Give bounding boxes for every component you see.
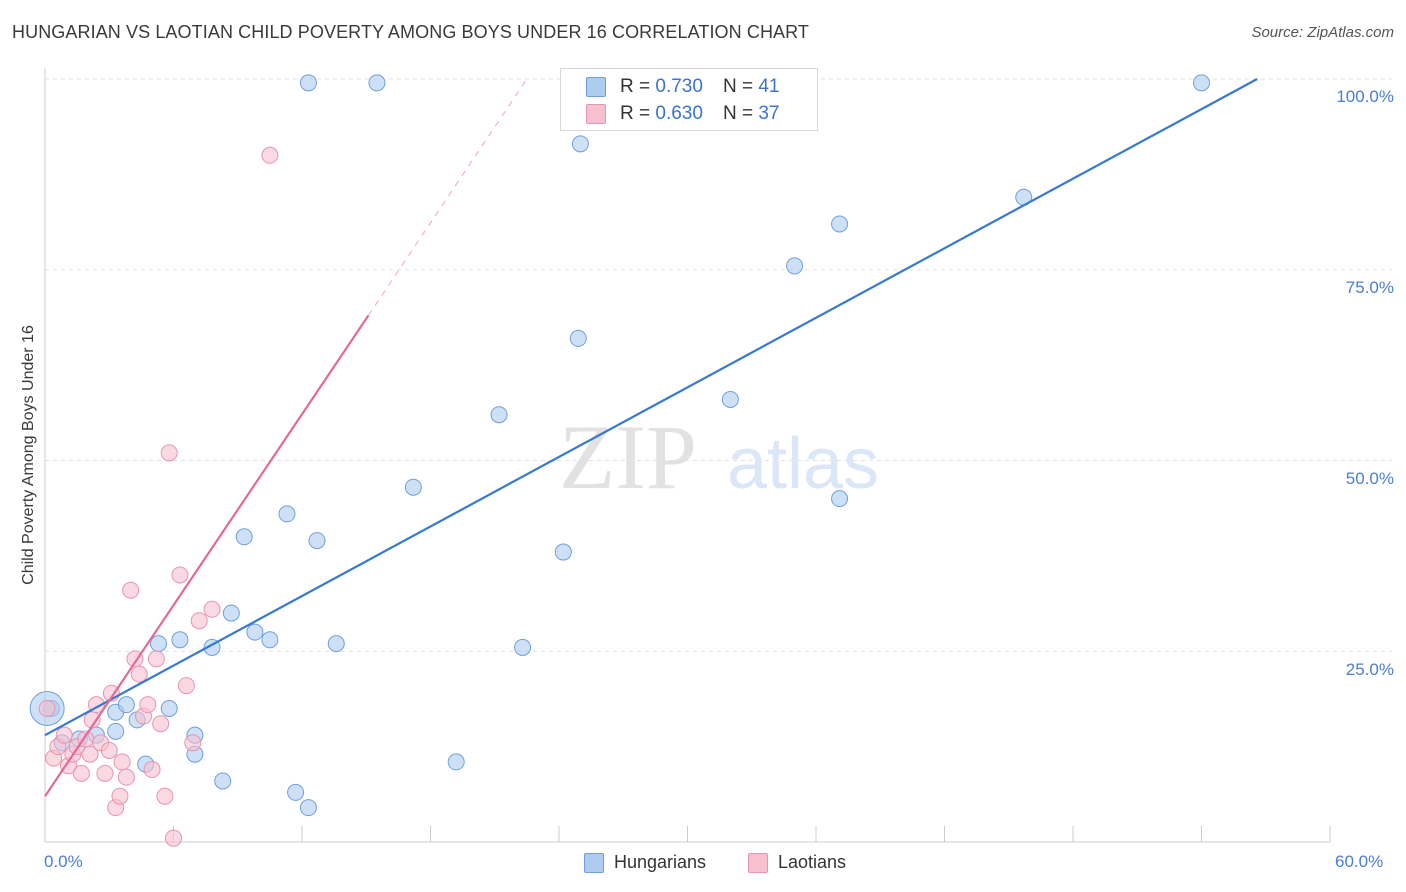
laotians-trend-extension bbox=[367, 78, 528, 316]
laotians-swatch bbox=[586, 104, 606, 124]
n-value: 41 bbox=[758, 76, 780, 97]
hungarians-point bbox=[831, 490, 849, 508]
source-credit: Source: ZipAtlas.com bbox=[1251, 24, 1394, 41]
hungarians-point bbox=[287, 783, 305, 801]
laotians-point bbox=[143, 761, 161, 779]
r-label: R = bbox=[620, 76, 651, 97]
laotians-point bbox=[100, 741, 118, 759]
laotians-point bbox=[113, 753, 131, 771]
hungarians-point bbox=[490, 406, 508, 424]
laotians-point bbox=[139, 696, 157, 714]
hungarians-point bbox=[299, 799, 317, 817]
hungarians-point bbox=[107, 722, 125, 740]
laotians-legend-label: Laotians bbox=[778, 852, 847, 872]
laotians-points bbox=[38, 146, 279, 847]
hungarians-point bbox=[327, 635, 345, 653]
x-tick-label-min: 0.0% bbox=[44, 852, 83, 871]
r-value: 0.630 bbox=[655, 103, 703, 124]
laotians-point bbox=[96, 764, 114, 782]
y-tick-label-100: 100.0% bbox=[1336, 87, 1394, 106]
hungarians-point bbox=[1193, 74, 1210, 92]
trend-lines bbox=[44, 78, 1258, 797]
watermark-atlas: atlas bbox=[727, 424, 879, 504]
hungarians-point bbox=[278, 505, 296, 523]
hungarians-point bbox=[261, 631, 279, 649]
n-label: N = bbox=[722, 76, 754, 97]
hungarians-trend-line bbox=[44, 78, 1258, 737]
laotians-point bbox=[72, 764, 90, 782]
hungarians-point bbox=[571, 135, 589, 153]
chart-title: HUNGARIAN VS LAOTIAN CHILD POVERTY AMONG… bbox=[12, 22, 810, 42]
laotians-point bbox=[203, 600, 221, 618]
laotians-point bbox=[81, 745, 99, 763]
n-label: N = bbox=[722, 103, 754, 124]
laotians-point bbox=[38, 699, 56, 717]
hungarians-point bbox=[160, 699, 178, 717]
laotians-trend-line bbox=[44, 314, 370, 797]
hungarians-point bbox=[235, 528, 253, 546]
laotians-point bbox=[122, 581, 140, 599]
r-label: R = bbox=[620, 103, 651, 124]
bottom-legend-hungarians: Hungarians bbox=[584, 852, 706, 873]
legend-row-laotians: R = 0.630 N = 37 bbox=[586, 102, 779, 126]
legend-row-hungarians: R = 0.730 N = 41 bbox=[586, 75, 779, 99]
laotians-point bbox=[111, 787, 129, 805]
r-value: 0.730 bbox=[655, 76, 703, 97]
hungarians-point bbox=[569, 329, 587, 347]
hungarians-point bbox=[222, 604, 240, 622]
hungarians-point bbox=[404, 478, 422, 496]
hungarians-point bbox=[721, 390, 739, 408]
hungarians-legend-label: Hungarians bbox=[614, 852, 707, 872]
laotians-point bbox=[177, 677, 195, 695]
n-value: 37 bbox=[758, 103, 780, 124]
hungarians-point bbox=[514, 638, 532, 656]
laotians-point bbox=[160, 444, 178, 462]
laotians-point bbox=[261, 146, 279, 164]
hungarians-point bbox=[554, 543, 572, 561]
laotians-point bbox=[130, 665, 148, 683]
hungarians-point bbox=[447, 753, 465, 771]
gridlines bbox=[45, 78, 1392, 652]
hungarians-point bbox=[117, 696, 135, 714]
watermark-zip: ZIP bbox=[559, 406, 697, 508]
hungarians-point bbox=[150, 635, 168, 653]
hungarians-legend-swatch bbox=[584, 852, 604, 873]
x-tick-label-max: 60.0% bbox=[1335, 852, 1384, 871]
correlation-legend: R = 0.730 N = 41 R = 0.630 N = 37 bbox=[560, 68, 818, 131]
hungarians-swatch bbox=[586, 77, 606, 97]
laotians-point bbox=[147, 650, 165, 668]
hungarians-points bbox=[29, 74, 1210, 817]
laotians-point bbox=[152, 715, 170, 733]
hungarians-point bbox=[786, 257, 804, 275]
y-tick-label-25: 25.0% bbox=[1345, 660, 1394, 679]
y-tick-label-50: 50.0% bbox=[1345, 469, 1394, 488]
hungarians-point bbox=[299, 74, 317, 92]
hungarians-point bbox=[246, 623, 264, 641]
hungarians-point bbox=[831, 215, 849, 233]
laotians-point bbox=[190, 612, 208, 630]
laotians-point bbox=[117, 768, 135, 786]
hungarians-point bbox=[368, 74, 386, 92]
hungarians-point bbox=[171, 631, 189, 649]
laotians-point bbox=[165, 829, 182, 847]
laotians-point bbox=[156, 787, 174, 805]
laotians-point bbox=[55, 726, 73, 744]
hungarians-point bbox=[214, 772, 232, 790]
laotians-point bbox=[184, 734, 202, 752]
bottom-legend-laotians: Laotians bbox=[748, 852, 846, 873]
laotians-legend-swatch bbox=[748, 852, 768, 873]
laotians-point bbox=[171, 566, 189, 584]
y-tick-label-75: 75.0% bbox=[1345, 278, 1394, 297]
hungarians-point bbox=[308, 532, 326, 550]
